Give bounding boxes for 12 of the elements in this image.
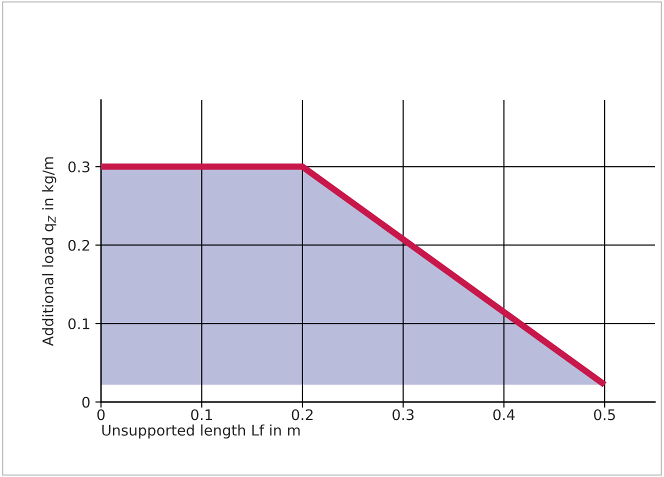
x-tick-label: 0 (97, 409, 105, 420)
x-tick-label: 0.2 (292, 409, 313, 420)
x-tick-label: 0.3 (392, 409, 414, 420)
y-axis-title: Additional load q$_{Z}$ in kg/m (42, 157, 56, 346)
y-tick-label: 0.2 (68, 240, 90, 251)
y-tick-label: 0.1 (68, 318, 90, 330)
y-tick-label: 0 (82, 396, 90, 408)
x-tick-label: 0.4 (493, 409, 515, 420)
y-tick-label: 0.3 (68, 161, 90, 172)
x-tick-label: 0.5 (594, 409, 615, 420)
x-tick-label: 0.1 (191, 409, 212, 420)
x-axis-title: Unsupported length Lf in m (102, 424, 300, 439)
